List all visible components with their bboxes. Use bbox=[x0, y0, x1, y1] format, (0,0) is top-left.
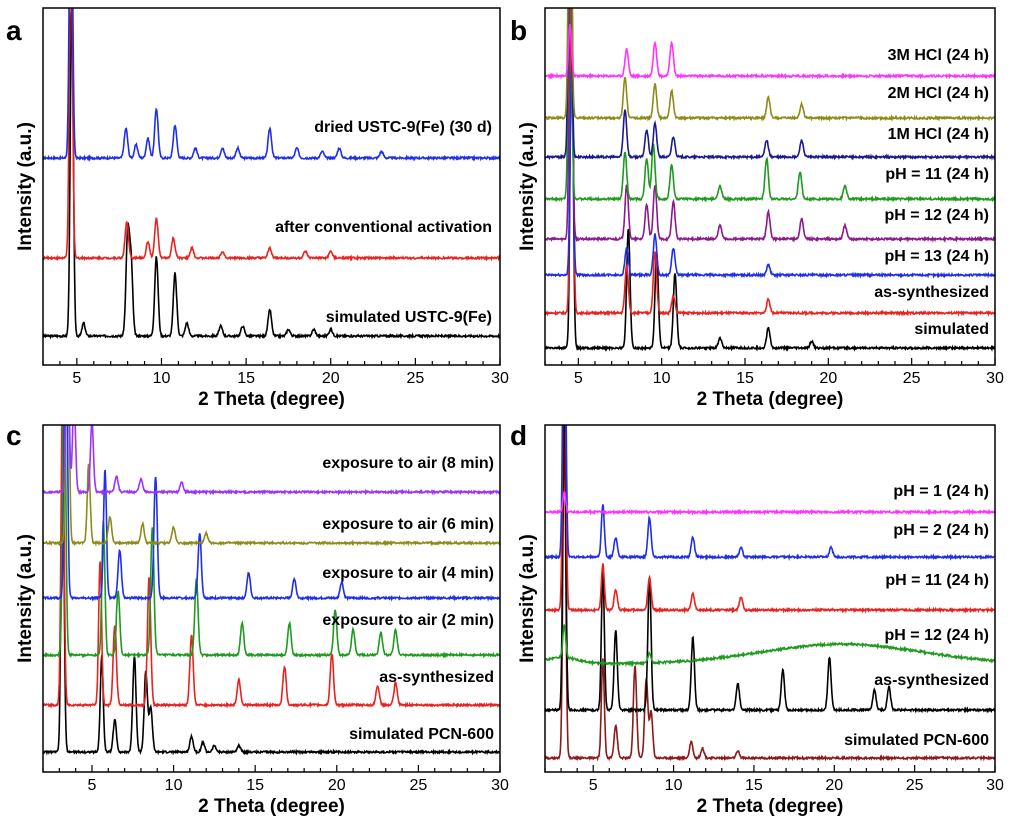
x-tick-label-a-30: 30 bbox=[491, 370, 509, 387]
trace-label-d-0: simulated PCN-600 bbox=[844, 732, 989, 749]
trace-label-c-0: simulated PCN-600 bbox=[349, 726, 494, 743]
y-axis-title-d: Intensity (a.u.) bbox=[517, 534, 538, 663]
traces-d bbox=[545, 425, 995, 762]
series-line-d-3 bbox=[545, 425, 995, 615]
panel-letter-c: c bbox=[6, 420, 22, 451]
trace-label-c-5: exposure to air (8 min) bbox=[322, 455, 494, 472]
plot-frame-b bbox=[544, 7, 996, 366]
trace-label-b-6: 2M HCl (24 h) bbox=[888, 85, 989, 102]
series-line-b-4 bbox=[545, 8, 995, 204]
x-axis-title-c: 2 Theta (degree) bbox=[198, 796, 345, 817]
x-tick-label-b-10: 10 bbox=[653, 370, 671, 387]
trace-label-a-0: simulated USTC-9(Fe) bbox=[326, 309, 492, 326]
series-line-b-5 bbox=[545, 8, 995, 161]
series-line-b-6 bbox=[545, 8, 995, 123]
series-line-a-1 bbox=[43, 8, 500, 262]
trace-label-d-1: as-synthesized bbox=[874, 672, 989, 689]
series-line-b-0 bbox=[545, 9, 995, 352]
x-axis-title-d: 2 Theta (degree) bbox=[697, 796, 844, 817]
x-tick-label-a-10: 10 bbox=[153, 370, 171, 387]
trace-label-c-3: exposure to air (4 min) bbox=[322, 565, 494, 582]
trace-label-b-5: 1M HCl (24 h) bbox=[888, 126, 989, 143]
panel-a: simulated USTC-9(Fe) after conventional a… bbox=[15, 7, 509, 410]
series-line-a-2 bbox=[43, 8, 500, 162]
x-tick-label-d-30: 30 bbox=[986, 777, 1004, 794]
x-tick-label-d-20: 20 bbox=[825, 777, 843, 794]
x-tick-label-c-10: 10 bbox=[165, 777, 183, 794]
x-tick-label-d-10: 10 bbox=[665, 777, 683, 794]
panel-letter-d: d bbox=[510, 420, 527, 451]
x-tick-label-b-30: 30 bbox=[986, 370, 1004, 387]
x-tick-label-d-15: 15 bbox=[745, 777, 763, 794]
trace-label-d-4: pH = 2 (24 h) bbox=[893, 522, 989, 539]
traces-b bbox=[545, 8, 995, 352]
x-tick-label-b-20: 20 bbox=[819, 370, 837, 387]
series-line-b-1 bbox=[545, 8, 995, 317]
x-tick-label-c-20: 20 bbox=[328, 777, 346, 794]
y-axis-title-c: Intensity (a.u.) bbox=[15, 534, 36, 663]
panel-b: simulated as-synthesized pH = 13 (24 h) pH … bbox=[517, 7, 1004, 410]
y-axis-title-a: Intensity (a.u.) bbox=[15, 122, 36, 251]
series-line-b-3 bbox=[545, 8, 995, 244]
x-tick-label-a-15: 15 bbox=[237, 370, 255, 387]
x-axis-title-a: 2 Theta (degree) bbox=[198, 389, 345, 410]
trace-label-c-1: as-synthesized bbox=[379, 669, 494, 686]
series-line-d-2 bbox=[545, 624, 995, 668]
panel-letter-a: a bbox=[6, 15, 22, 46]
trace-label-c-4: exposure to air (6 min) bbox=[322, 516, 494, 533]
series-line-c-2 bbox=[43, 425, 500, 659]
series-line-d-4 bbox=[545, 425, 995, 562]
traces-c bbox=[43, 425, 500, 756]
x-tick-label-b-15: 15 bbox=[736, 370, 754, 387]
plot-frame-a bbox=[42, 7, 501, 366]
trace-label-a-2: dried USTC-9(Fe) (30 d) bbox=[314, 119, 492, 136]
trace-label-b-0: simulated bbox=[914, 321, 989, 338]
x-tick-label-a-20: 20 bbox=[322, 370, 340, 387]
series-line-c-4 bbox=[43, 425, 500, 547]
panel-c: simulated PCN-600 as-synthesized exposure … bbox=[15, 424, 509, 817]
trace-label-a-1: after conventional activation bbox=[275, 219, 492, 236]
trace-label-d-3: pH = 11 (24 h) bbox=[885, 572, 989, 589]
x-tick-label-d-25: 25 bbox=[906, 777, 924, 794]
series-line-c-1 bbox=[43, 425, 500, 709]
x-tick-label-c-30: 30 bbox=[491, 777, 509, 794]
x-tick-label-b-25: 25 bbox=[903, 370, 921, 387]
plot-frame-d bbox=[544, 424, 996, 773]
series-line-b-7 bbox=[545, 24, 995, 80]
series-line-d-5 bbox=[545, 489, 995, 516]
x-tick-label-d-5: 5 bbox=[589, 777, 598, 794]
panel-d: simulated PCN-600 as-synthesized pH = 12 (… bbox=[517, 424, 1004, 817]
trace-label-b-7: 3M HCl (24 h) bbox=[888, 47, 989, 64]
series-line-c-0 bbox=[43, 431, 500, 756]
trace-label-d-5: pH = 1 (24 h) bbox=[893, 483, 989, 500]
y-axis-title-b: Intensity (a.u.) bbox=[517, 122, 538, 251]
panel-letter-b: b bbox=[510, 15, 527, 46]
x-tick-label-b-5: 5 bbox=[574, 370, 583, 387]
x-tick-label-c-25: 25 bbox=[409, 777, 427, 794]
traces-a bbox=[43, 8, 500, 340]
x-tick-label-a-25: 25 bbox=[406, 370, 424, 387]
x-tick-label-a-5: 5 bbox=[72, 370, 81, 387]
trace-label-b-3: pH = 12 (24 h) bbox=[885, 207, 989, 224]
series-line-d-0 bbox=[545, 428, 995, 762]
trace-label-b-4: pH = 11 (24 h) bbox=[885, 166, 989, 183]
trace-label-b-1: as-synthesized bbox=[874, 284, 989, 301]
trace-label-c-2: exposure to air (2 min) bbox=[322, 612, 494, 629]
trace-label-d-2: pH = 12 (24 h) bbox=[885, 627, 989, 644]
series-line-d-1 bbox=[545, 425, 995, 715]
x-tick-label-c-15: 15 bbox=[246, 777, 264, 794]
x-axis-title-b: 2 Theta (degree) bbox=[697, 389, 844, 410]
x-tick-label-c-5: 5 bbox=[88, 777, 97, 794]
series-line-c-5 bbox=[43, 425, 500, 496]
series-line-c-3 bbox=[43, 425, 500, 602]
series-line-a-0 bbox=[43, 8, 500, 340]
series-line-b-2 bbox=[545, 71, 995, 279]
trace-label-b-2: pH = 13 (24 h) bbox=[885, 248, 989, 265]
